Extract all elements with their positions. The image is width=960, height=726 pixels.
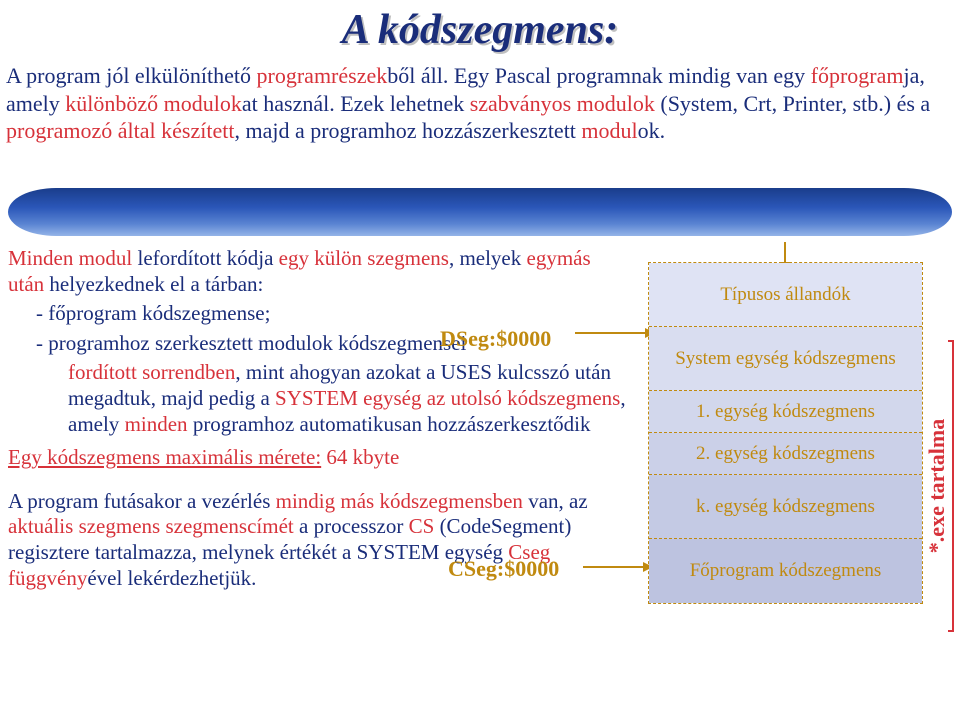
txt: lefordított kódja [132,246,278,270]
diagram-row: Főprogram kódszegmens [649,539,922,603]
diagram-row: 2. egység kódszegmens [649,433,922,475]
intro-hl: modul [581,118,637,143]
diagram-row: k. egység kódszegmens [649,475,922,539]
cseg-label: CSeg:$0000 [448,556,559,583]
txt: programhoz automatikusan hozzászerkesztő… [188,412,591,436]
bullet-1: - főprogram kódszegmense; [36,301,628,327]
intro-text: A program jól elkülöníthető [6,63,257,88]
hl: mindig más kódszegmensben [276,489,523,513]
intro-hl: programrészek [257,63,388,88]
arrow-down-icon [784,242,786,262]
hl: 64 kbyte [321,445,399,469]
hl: Egy kódszegmens maximális mérete: [8,445,321,469]
txt: A program futásakor a vezérlés [8,489,276,513]
txt: a processzor [294,514,409,538]
para-1: Minden modul lefordított kódja egy külön… [8,246,628,297]
cseg-arrow-icon [583,566,643,568]
intro-text: ből áll. Egy Pascal programnak mindig va… [387,63,810,88]
txt: , melyek [449,246,527,270]
diagram-row: 1. egység kódszegmens [649,391,922,433]
hl: egy külön szegmens [279,246,449,270]
intro-text: at használ. Ezek lehetnek [242,91,470,116]
dseg-label: DSeg:$0000 [440,326,551,353]
intro-text: (System, Crt, Printer, stb.) és a [655,91,930,116]
hl: SYSTEM egység az utolsó kódszegmens [275,386,620,410]
intro-text: ok. [638,118,666,143]
intro-paragraph: A program jól elkülöníthető programrésze… [0,62,960,145]
sub-bullet: fordított sorrendben, mint ahogyan azoka… [68,360,628,437]
intro-hl: programozó által készített [6,118,234,143]
diagram-body: Típusos állandók System egység kódszegme… [648,262,923,604]
side-label: *.exe tartalma [924,340,950,632]
left-column: Minden modul lefordított kódja egy külön… [8,246,628,595]
txt: van, az [523,489,588,513]
segment-diagram: Típusos állandók System egység kódszegme… [648,262,923,604]
intro-text: , majd a programhoz hozzászerkesztett [234,118,581,143]
page-title: A kódszegmens: [0,6,960,54]
hl: aktuális szegmens szegmenscímét [8,514,294,538]
max-size: Egy kódszegmens maximális mérete: 64 kby… [8,445,628,471]
txt: helyezkednek el a tárban: [44,272,263,296]
intro-hl: főprogram [811,63,904,88]
txt: ével lekérdezhetjük. [87,566,256,590]
hl: Minden modul [8,246,132,270]
intro-hl: szabványos modulok [470,91,655,116]
decorative-oval [8,188,952,236]
hl: fordított sorrendben [68,360,235,384]
hl: minden [125,412,188,436]
dseg-arrow-icon [575,332,645,334]
diagram-row: Típusos állandók [649,263,922,327]
side-label-text: *.exe tartalma [924,419,950,553]
hl: CS [409,514,435,538]
intro-hl: különböző modulok [65,91,242,116]
diagram-row: System egység kódszegmens [649,327,922,391]
